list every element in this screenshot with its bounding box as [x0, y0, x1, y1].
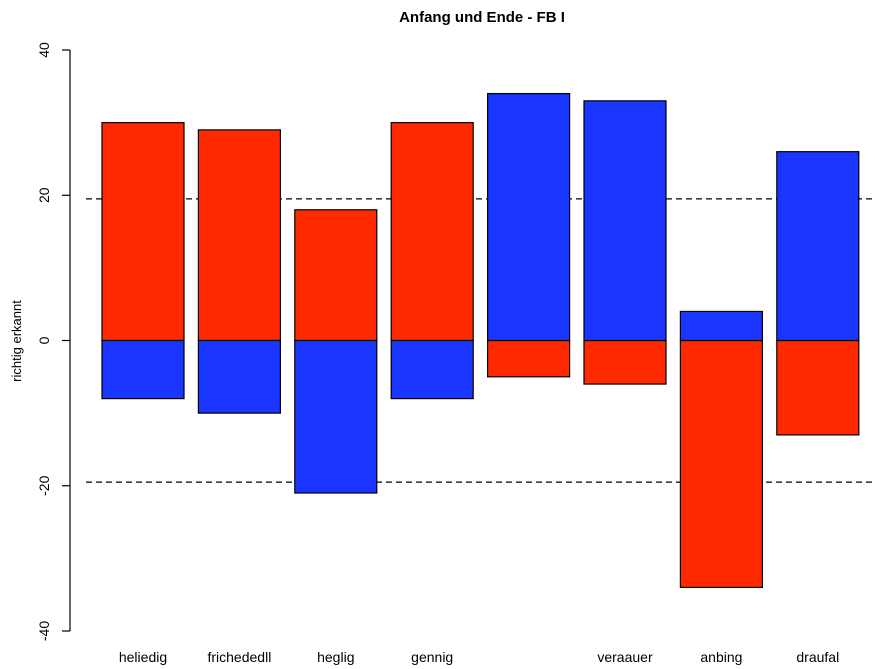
bar-4-series-0 [487, 339, 571, 378]
bar-1-series-1 [197, 339, 281, 414]
bar-3-series-1 [390, 339, 474, 400]
y-axis-label: richtig erkannt [9, 300, 24, 382]
bar-2-series-1 [294, 339, 378, 494]
x-tick-label-0: heliedig [119, 649, 167, 665]
bar-4-series-1 [487, 92, 571, 342]
bar-7-series-1 [776, 151, 860, 342]
bar-6-series-1 [679, 310, 764, 342]
bar-1-series-0 [197, 129, 281, 342]
x-tick-label-6: anbing [700, 649, 742, 665]
y-tick-label-4: 40 [36, 42, 52, 58]
bars-group [101, 92, 860, 589]
bar-0-series-1 [101, 339, 185, 400]
y-tick-label-0: -40 [36, 621, 52, 641]
x-tick-label-2: heglig [317, 649, 354, 665]
bar-3-series-0 [390, 122, 474, 342]
y-tick-label-3: 20 [36, 187, 52, 203]
x-tick-label-5: veraauer [597, 649, 653, 665]
bar-7-series-0 [776, 339, 860, 436]
x-tick-label-7: draufal [796, 649, 839, 665]
bar-2-series-0 [294, 209, 378, 342]
bar-5-series-0 [583, 339, 667, 385]
bar-0-series-0 [101, 122, 185, 342]
bar-6-series-0 [679, 339, 764, 589]
bar-5-series-1 [583, 100, 667, 342]
x-tick-label-3: gennig [411, 649, 453, 665]
x-tick-label-1: frichededll [207, 649, 271, 665]
x-axis-labels: heliedig frichededll heglig gennig veraauer a… [119, 649, 839, 665]
y-axis: -40 -20 0 20 40 [36, 42, 71, 641]
chart-title: Anfang und Ende - FB I [399, 9, 565, 26]
y-tick-label-1: -20 [36, 475, 52, 495]
y-tick-label-2: 0 [36, 336, 52, 344]
